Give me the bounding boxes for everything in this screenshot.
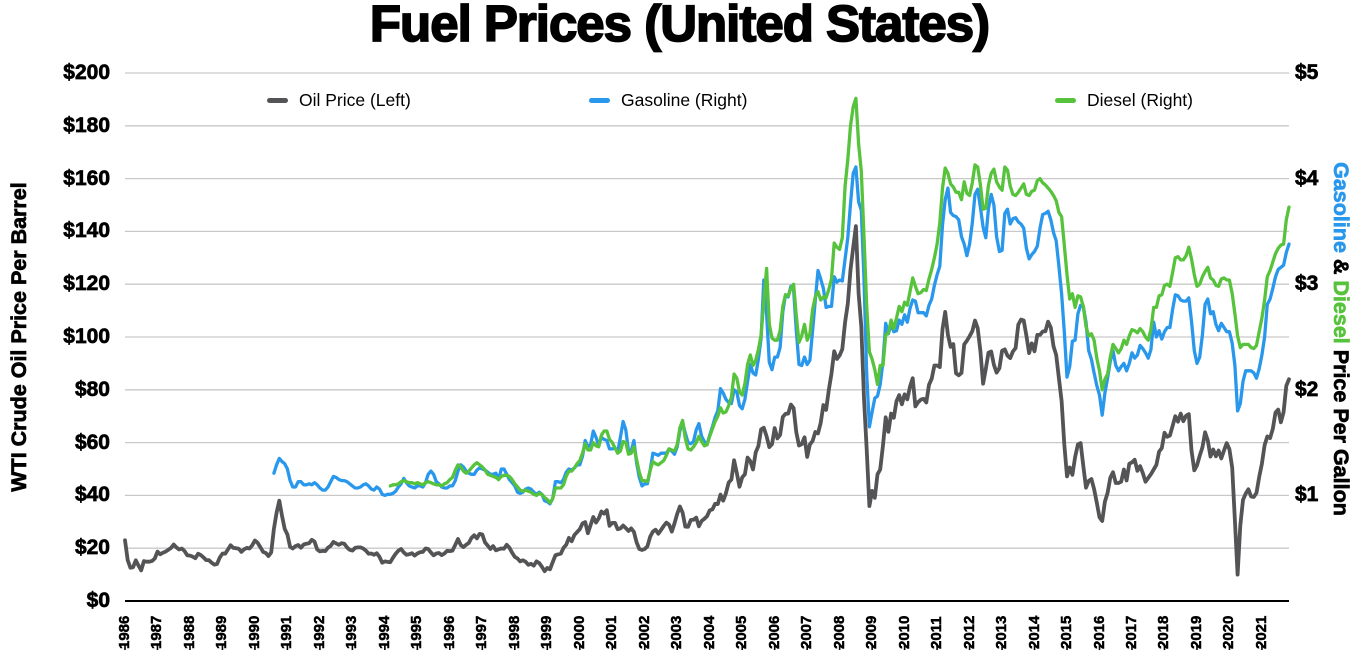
- legend-label: Oil Price (Left): [299, 90, 411, 110]
- x-axis-year-label: 2012: [960, 615, 978, 649]
- x-axis-year-label: 2015: [1058, 615, 1076, 649]
- right-axis-tick-label: $1: [1295, 483, 1319, 507]
- x-axis-year-label: 2009: [863, 615, 881, 649]
- left-axis-tick-label: $40: [74, 483, 111, 507]
- x-axis-year-label: 2005: [733, 615, 751, 649]
- x-axis-year-label: 2006: [765, 615, 783, 649]
- legend-label: Gasoline (Right): [621, 90, 748, 110]
- x-axis-year-label: 2018: [1155, 615, 1173, 649]
- left-axis-tick-label: $60: [74, 430, 111, 454]
- right-axis-tick-label: $5: [1295, 61, 1319, 85]
- x-axis-year-label: 1991: [278, 615, 296, 649]
- legend-dash-icon: [1055, 97, 1076, 103]
- legend-item-oil: Oil Price (Left): [267, 89, 411, 111]
- x-axis-year-label: 2001: [603, 615, 621, 649]
- left-axis-tick-label: $140: [63, 219, 110, 243]
- x-axis-year-label: 2014: [1025, 615, 1043, 649]
- series-line-oil: [123, 224, 1291, 577]
- x-axis-year-label: 1986: [116, 615, 134, 649]
- left-axis-tick-label: $100: [63, 325, 110, 349]
- x-axis-year-label: 2016: [1090, 615, 1108, 649]
- x-axis-year-label: 1995: [408, 615, 426, 649]
- x-axis-year-label: 2000: [570, 615, 589, 649]
- x-axis-year-label: 2019: [1187, 615, 1206, 649]
- legend-item-diesel: Diesel (Right): [1055, 89, 1193, 111]
- legend-dash-icon: [267, 97, 288, 103]
- right-axis-tick-label: $3: [1295, 272, 1319, 296]
- x-axis-year-label: 1987: [148, 615, 166, 649]
- x-axis-year-label: 1999: [538, 615, 556, 649]
- left-axis-title: WTI Crude Oil Price Per Barrel: [7, 182, 32, 492]
- x-axis-year-label: 2003: [668, 615, 686, 649]
- series-line-gasoline: [272, 165, 1291, 506]
- x-axis-year-label: 2002: [635, 615, 653, 649]
- x-axis-year-label: 1994: [375, 615, 394, 649]
- right-axis-tick-label: $4: [1295, 166, 1319, 190]
- x-axis-year-label: 2013: [993, 615, 1011, 649]
- right-axis-tick-label: $2: [1295, 377, 1319, 401]
- x-axis-year-label: 1990: [245, 615, 264, 649]
- left-axis-tick-label: $120: [63, 272, 110, 296]
- x-axis-year-label: 2021: [1252, 615, 1271, 649]
- x-axis-year-label: 2017: [1122, 615, 1141, 649]
- x-axis-year-label: 1998: [505, 615, 524, 649]
- x-axis-year-label: 1989: [213, 615, 231, 649]
- series-line-diesel: [388, 96, 1291, 505]
- left-axis-tick-label: $180: [63, 113, 110, 137]
- x-axis-year-label: 2010: [895, 615, 913, 649]
- x-axis-year-label: 1993: [343, 615, 361, 649]
- x-axis-year-label: 1996: [440, 615, 459, 649]
- left-axis-tick-label: $200: [63, 61, 110, 85]
- x-axis-year-label: 2007: [798, 615, 816, 649]
- x-axis-year-label: 1988: [180, 615, 199, 649]
- x-axis-year-label: 2004: [700, 615, 718, 649]
- left-axis-tick-label: $160: [63, 166, 110, 190]
- x-axis-year-label: 2020: [1220, 615, 1238, 649]
- legend-item-gasoline: Gasoline (Right): [589, 89, 747, 111]
- left-axis-tick-label: $20: [74, 536, 111, 560]
- x-axis-year-label: 1992: [310, 615, 329, 649]
- x-axis-year-label: 1997: [473, 615, 491, 649]
- chart-title: Fuel Prices (United States): [369, 0, 991, 53]
- left-axis-tick-label: $0: [86, 589, 110, 613]
- legend-dash-icon: [589, 97, 610, 103]
- x-axis-year-label: 2011: [928, 616, 946, 649]
- x-axis-year-label: 2008: [830, 615, 848, 649]
- legend-label: Diesel (Right): [1087, 90, 1193, 110]
- right-axis-title: Gasoline & Diesel Price Per Gallon: [1329, 75, 1354, 603]
- left-axis-tick-label: $80: [74, 377, 111, 401]
